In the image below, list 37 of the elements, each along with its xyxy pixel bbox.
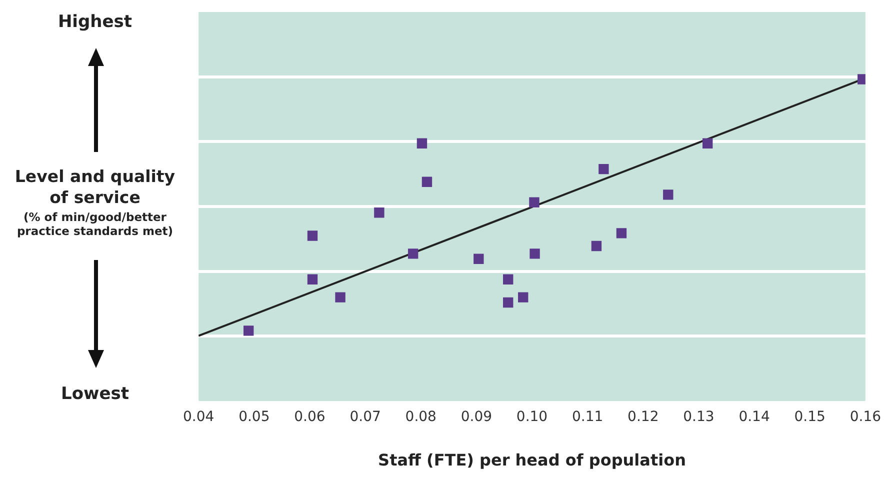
text: Lowest <box>60 384 130 404</box>
x-tick-label: 0.04 <box>183 409 214 426</box>
x-tick-label: 0.08 <box>405 409 436 426</box>
text: (% of min/good/better practice standards met) <box>16 210 174 238</box>
point <box>307 274 318 284</box>
x-tick-label: 0.13 <box>683 409 714 426</box>
x-tick-label: 0.07 <box>350 409 381 426</box>
x-axis-title: Staff (FTE) per head of population <box>378 450 686 470</box>
x-tick-label: 0.09 <box>460 409 492 426</box>
x-tick-label: 0.11 <box>572 409 604 426</box>
point <box>529 197 540 208</box>
x-tick-label: 0.10 <box>516 409 548 426</box>
point <box>416 138 428 148</box>
x-tick-label: 0.06 <box>294 409 326 426</box>
point <box>702 138 713 148</box>
point <box>598 164 609 174</box>
x-tick-label: 0.16 <box>850 409 882 426</box>
point <box>374 208 384 218</box>
x-tick-label: 0.05 <box>238 409 270 426</box>
text: Highest <box>56 12 134 32</box>
point <box>503 297 514 308</box>
point <box>591 240 602 252</box>
y-axis-title: Level and quality of service <box>14 166 176 208</box>
point <box>530 248 540 259</box>
point <box>335 292 346 302</box>
point <box>663 190 674 200</box>
point <box>408 248 418 259</box>
point <box>503 274 514 284</box>
point <box>244 326 254 336</box>
point <box>474 254 484 264</box>
point <box>307 230 318 241</box>
point <box>616 228 627 238</box>
x-tick-label: 0.15 <box>794 409 826 426</box>
x-tick-label: 0.12 <box>628 409 659 426</box>
point <box>518 292 528 302</box>
point <box>422 176 432 187</box>
x-tick-label: 0.14 <box>738 409 770 426</box>
